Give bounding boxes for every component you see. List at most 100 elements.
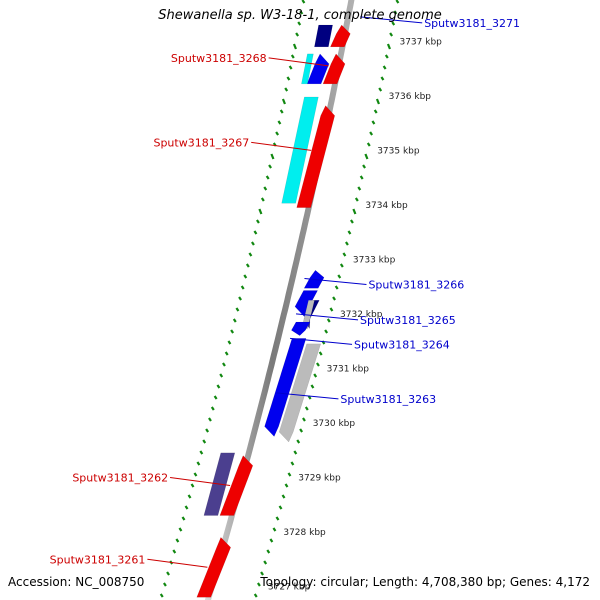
tick-rail-left (275, 131, 280, 136)
tick-rail-left (232, 318, 237, 323)
tick-rail-right (395, 0, 400, 4)
tick-rail-right (310, 384, 315, 389)
tick-rail-right (369, 131, 374, 136)
gene-label[interactable]: Sputw3181_3263 (340, 393, 436, 406)
label-leader-line (360, 16, 423, 24)
tick-rail-left (196, 461, 201, 466)
tick-rail-right (269, 538, 274, 543)
gene-feature (278, 343, 322, 443)
tick-rail-left (187, 494, 192, 499)
gene-feature (301, 53, 314, 85)
tick-rail-right (373, 109, 378, 114)
tick-rail-left (290, 54, 295, 59)
tick-rail-left (172, 549, 177, 554)
tick-rail-left (190, 483, 195, 488)
tick-rail-left (277, 120, 282, 125)
scale-label: 3727 kbp (268, 582, 311, 592)
tick-rail-right (256, 582, 261, 587)
tick-rail-right (342, 252, 347, 257)
label-leader-line (268, 57, 329, 67)
gene-label[interactable]: Sputw3181_3261 (50, 553, 146, 566)
tick-rail-left (288, 65, 293, 70)
tick-rail-right (357, 186, 362, 191)
tick-rail-left (292, 43, 297, 50)
tick-rail-right (329, 307, 334, 312)
scale-label: 3730 kbp (313, 419, 356, 429)
scale-label: 3732 kbp (340, 310, 383, 320)
gene-label[interactable]: Sputw3181_3264 (354, 338, 450, 351)
tick-rail-left (199, 450, 204, 455)
tick-rail-right (362, 164, 366, 169)
label-leader-line (289, 337, 353, 345)
label-leader-line (251, 141, 312, 151)
tick-rail-right (299, 428, 304, 433)
tick-rail-right (334, 285, 339, 290)
gene-feature (322, 53, 346, 85)
gene-label[interactable]: Sputw3181_3266 (368, 278, 464, 291)
tick-rail-left (175, 538, 180, 543)
tick-rail-right (354, 197, 359, 202)
tick-rail-right (380, 76, 385, 81)
gene-label[interactable]: Sputw3181_3265 (360, 314, 456, 327)
tick-rail-left (299, 10, 304, 15)
tick-rail-right (302, 417, 306, 422)
tick-rail-left (230, 329, 235, 334)
tick-rail-right (337, 274, 342, 279)
genes (196, 24, 351, 598)
label-leader-line (170, 477, 231, 487)
gene-labels: Sputw3181_3271 Sputw3181_3268 Sputw3181_32… (50, 16, 520, 568)
tick-rail-right (263, 560, 268, 565)
tick-rail-right (266, 549, 271, 554)
tick-rail-left (210, 406, 215, 411)
tick-rail-left (284, 87, 289, 92)
tick-rail-left (301, 0, 306, 4)
tick-rail-right (375, 98, 380, 105)
gene-feature (219, 455, 254, 516)
tick-rail-right (253, 593, 258, 598)
tick-rail-right (347, 230, 352, 235)
tick-rail-left (248, 252, 253, 257)
tick-rail-left (224, 351, 229, 356)
tick-rail-right (386, 43, 391, 50)
gene-label[interactable]: Sputw3181_3267 (153, 136, 249, 149)
tick-rail-right (304, 406, 309, 411)
gene-feature (314, 24, 333, 48)
gene-label[interactable]: Sputw3181_3268 (171, 52, 267, 65)
tick-rail-left (184, 505, 189, 510)
tick-rail-left (270, 153, 275, 160)
label-leader-line (304, 277, 367, 285)
tick-rail-right (391, 21, 396, 26)
tick-rail-right (382, 65, 387, 70)
scale-label: 3734 kbp (365, 201, 408, 211)
tick-rail-right (284, 483, 289, 488)
scale-label: 3736 kbp (389, 92, 432, 102)
tick-rail-left (243, 274, 248, 279)
tick-rail-right (296, 439, 301, 444)
gene-feature (330, 24, 351, 48)
tick-rail-right (378, 87, 383, 92)
tick-marks (159, 0, 400, 598)
tick-rail-left (208, 417, 212, 422)
tick-rail-left (216, 384, 221, 389)
tick-rail-right (275, 516, 280, 521)
tick-rail-left (181, 516, 186, 521)
gene-label[interactable]: Sputw3181_3262 (72, 472, 168, 485)
tick-rail-left (251, 241, 255, 246)
scale-label: 3733 kbp (353, 255, 396, 265)
gene-label[interactable]: Sputw3181_3271 (424, 17, 520, 30)
tick-rail-right (290, 461, 295, 466)
tick-rail-left (222, 362, 226, 367)
gene-feature (301, 300, 315, 329)
tick-rail-left (281, 98, 286, 105)
tick-rail-left (253, 230, 258, 235)
scale-label: 3729 kbp (298, 473, 341, 483)
gene-feature (196, 536, 231, 598)
scale-label: 3735 kbp (377, 146, 420, 156)
tick-rail-left (279, 109, 284, 114)
tick-rail-left (295, 32, 300, 37)
genome-summary-text: Topology: circular; Length: 4,708,380 bp… (260, 575, 590, 589)
tick-rail-left (166, 571, 170, 576)
tick-rail-left (260, 197, 265, 202)
